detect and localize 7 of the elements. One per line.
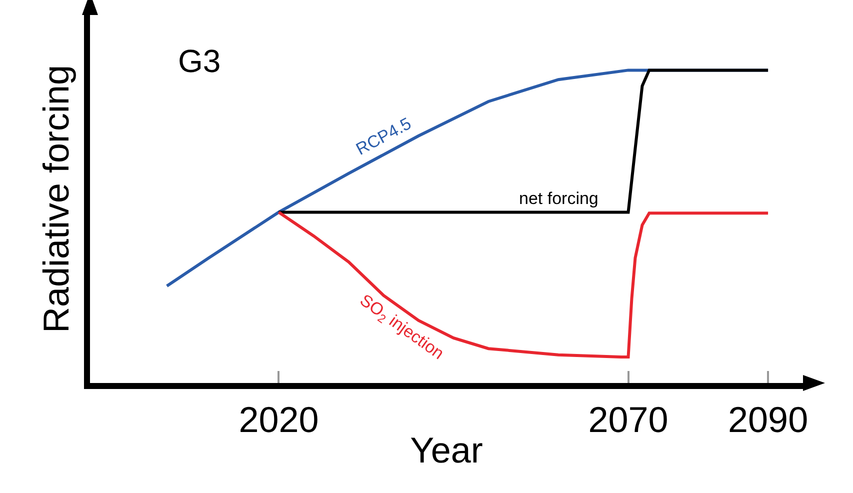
annotation: G3 [178, 43, 221, 79]
y-axis-title: Radiative forcing [35, 64, 76, 334]
x-tick-label: 2020 [238, 399, 319, 440]
x-tick-label: 2090 [728, 399, 808, 440]
x-tick-label: 2070 [588, 399, 668, 440]
x-axis-title: Year [410, 429, 483, 470]
series-label: net forcing [519, 189, 598, 208]
